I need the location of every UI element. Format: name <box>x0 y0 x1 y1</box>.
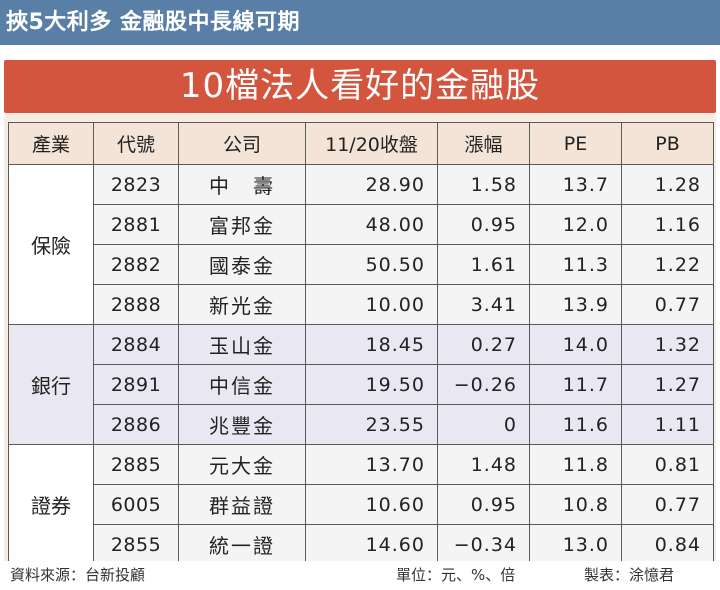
cell-pb: 0.81 <box>621 444 714 485</box>
cell-company: 兆豐金 <box>178 404 306 445</box>
cell-code: 6005 <box>93 484 179 525</box>
footer: 資料來源：台新投顧 單位：元、%、倍 製表：涂憶君 <box>4 561 716 590</box>
cell-pb: 1.27 <box>621 364 714 405</box>
cell-code: 2885 <box>93 444 179 485</box>
header-company: 公司 <box>178 122 306 165</box>
cell-close: 28.90 <box>305 164 438 205</box>
cell-pb: 0.77 <box>621 484 714 525</box>
table-row: 2886 兆豐金 23.55 0 11.6 1.11 <box>9 404 714 445</box>
group-insurance: 保險 <box>8 164 94 325</box>
cell-code: 2884 <box>93 324 179 365</box>
cell-code: 2891 <box>93 364 179 405</box>
cell-change: 1.48 <box>437 444 530 485</box>
table-row: 6005 群益證 10.60 0.95 10.8 0.77 <box>9 484 714 525</box>
cell-close: 48.00 <box>305 204 438 245</box>
cell-change: 1.58 <box>437 164 530 205</box>
cell-company: 玉山金 <box>178 324 306 365</box>
table-title: 10檔法人看好的金融股 <box>4 60 716 113</box>
cell-company: 富邦金 <box>178 204 306 245</box>
cell-pe: 13.7 <box>529 164 622 205</box>
cell-company: 元大金 <box>178 444 306 485</box>
unit-note: 單位：元、%、倍 <box>396 566 516 584</box>
cell-close: 50.50 <box>305 244 438 285</box>
cell-pb: 0.77 <box>621 284 714 325</box>
maker-note: 製表：涂憶君 <box>584 566 675 584</box>
table-row: 證券 2885 元大金 13.70 1.48 11.8 0.81 <box>8 444 714 565</box>
cell-code: 2888 <box>93 284 179 325</box>
spacer <box>0 45 720 60</box>
cell-code: 2855 <box>93 524 179 565</box>
cell-code: 2886 <box>93 404 179 445</box>
cell-pe: 11.6 <box>529 404 622 445</box>
cell-pb: 1.22 <box>621 244 714 285</box>
table-row: 2888 新光金 10.00 3.41 13.9 0.77 <box>9 284 714 325</box>
cell-pe: 11.3 <box>529 244 622 285</box>
cell-code: 2823 <box>93 164 179 205</box>
cell-pb: 1.32 <box>621 324 714 365</box>
header-row: 產業 代號 公司 11/20收盤 漲幅 PE PB <box>8 122 714 165</box>
group-securities: 證券 <box>8 444 94 565</box>
source-note: 資料來源：台新投顧 <box>10 566 146 584</box>
cell-close: 10.60 <box>305 484 438 525</box>
cell-close: 19.50 <box>305 364 438 405</box>
cell-pe: 13.0 <box>529 524 622 565</box>
cell-pb: 1.16 <box>621 204 714 245</box>
cell-company: 國泰金 <box>178 244 306 285</box>
cell-change: −0.34 <box>437 524 530 565</box>
table-row: 保險 2823 中 壽 28.90 1.58 13.7 1.28 <box>8 164 714 325</box>
cell-pe: 12.0 <box>529 204 622 245</box>
cell-company: 統一證 <box>178 524 306 565</box>
table-row: 2855 統一證 14.60 −0.34 13.0 0.84 <box>9 524 714 565</box>
table-panel: 產業 代號 公司 11/20收盤 漲幅 PE PB 保險 2823 中 壽 28… <box>4 113 716 565</box>
cell-change: −0.26 <box>437 364 530 405</box>
cell-close: 13.70 <box>305 444 438 485</box>
cell-change: 0 <box>437 404 530 445</box>
cell-pb: 1.28 <box>621 164 714 205</box>
cell-change: 0.95 <box>437 204 530 245</box>
headline: 挾5大利多 金融股中長線可期 <box>0 0 720 45</box>
table-row: 2881 富邦金 48.00 0.95 12.0 1.16 <box>9 204 714 245</box>
cell-pb: 0.84 <box>621 524 714 565</box>
cell-close: 18.45 <box>305 324 438 365</box>
cell-pe: 13.9 <box>529 284 622 325</box>
cell-company: 新光金 <box>178 284 306 325</box>
header-change: 漲幅 <box>437 122 530 165</box>
table-row: 2891 中信金 19.50 −0.26 11.7 1.27 <box>9 364 714 405</box>
header-code: 代號 <box>93 122 179 165</box>
cell-pe: 11.8 <box>529 444 622 485</box>
header-close: 11/20收盤 <box>305 122 438 165</box>
header-pe: PE <box>529 122 622 165</box>
cell-pb: 1.11 <box>621 404 714 445</box>
stock-table: 產業 代號 公司 11/20收盤 漲幅 PE PB 保險 2823 中 壽 28… <box>8 122 714 565</box>
cell-code: 2881 <box>93 204 179 245</box>
table-row: 2882 國泰金 50.50 1.61 11.3 1.22 <box>9 244 714 285</box>
cell-change: 3.41 <box>437 284 530 325</box>
cell-company: 中信金 <box>178 364 306 405</box>
cell-code: 2882 <box>93 244 179 285</box>
cell-company: 群益證 <box>178 484 306 525</box>
header-industry: 產業 <box>8 122 94 165</box>
header-pb: PB <box>621 122 714 165</box>
cell-pe: 14.0 <box>529 324 622 365</box>
cell-change: 1.61 <box>437 244 530 285</box>
cell-close: 23.55 <box>305 404 438 445</box>
cell-change: 0.27 <box>437 324 530 365</box>
cell-company: 中 壽 <box>178 164 306 205</box>
cell-close: 14.60 <box>305 524 438 565</box>
cell-pe: 11.7 <box>529 364 622 405</box>
cell-change: 0.95 <box>437 484 530 525</box>
table-row: 銀行 2884 玉山金 18.45 0.27 14.0 1.32 <box>8 324 714 445</box>
group-bank: 銀行 <box>8 324 94 445</box>
cell-close: 10.00 <box>305 284 438 325</box>
cell-pe: 10.8 <box>529 484 622 525</box>
